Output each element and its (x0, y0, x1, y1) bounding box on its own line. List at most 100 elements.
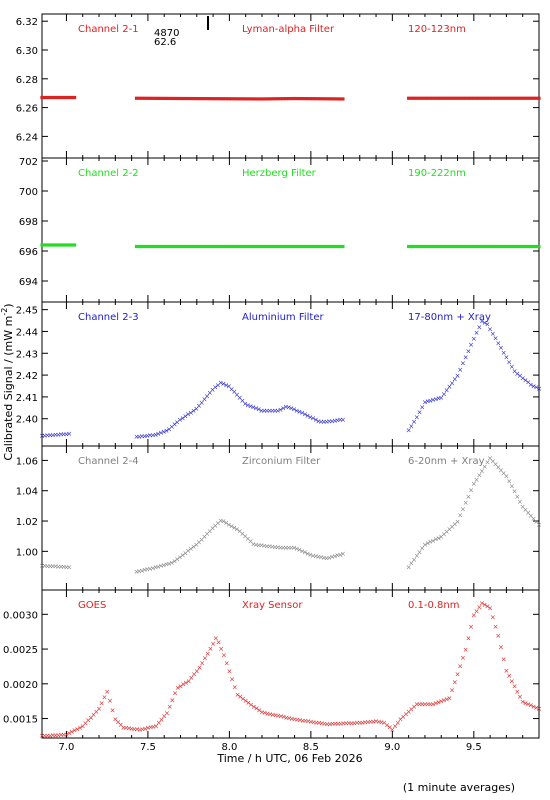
data-point: × (248, 701, 254, 709)
data-point: × (177, 553, 183, 561)
data-point: × (449, 687, 455, 695)
data-point: × (155, 430, 161, 438)
data-point: × (188, 674, 194, 682)
panel-frame (41, 13, 540, 159)
data-point: × (144, 566, 150, 574)
data-point (64, 95, 69, 100)
data-point (238, 244, 242, 249)
data-point: × (218, 379, 224, 387)
data-point (286, 244, 291, 249)
data-point (466, 96, 470, 100)
data-point: × (438, 533, 444, 541)
data-point: × (329, 553, 335, 561)
data-point: × (389, 726, 395, 734)
data-point: × (242, 400, 248, 408)
data-point: × (202, 655, 208, 663)
data-point: × (482, 463, 488, 471)
data-point (464, 96, 468, 100)
data-point: × (199, 399, 205, 407)
data-point (148, 244, 152, 249)
data-point: × (493, 460, 499, 468)
data-point (521, 244, 525, 249)
data-point (172, 96, 177, 101)
data-point: × (419, 545, 425, 553)
data-point: × (419, 700, 425, 708)
data-point (407, 244, 411, 249)
data-point (216, 244, 220, 249)
data-point (333, 244, 337, 249)
data-point (137, 96, 141, 100)
panel-frame (41, 301, 540, 447)
data-point: × (330, 720, 336, 728)
data-point (164, 244, 168, 249)
data-point (461, 244, 465, 249)
data-point: × (528, 381, 534, 389)
data-point (172, 244, 177, 249)
data-point (507, 244, 511, 249)
data-point: × (482, 601, 488, 609)
data-point: × (531, 703, 537, 711)
data-point: × (267, 543, 273, 551)
data-point: × (283, 714, 289, 722)
data-point: × (197, 664, 203, 672)
data-point: × (169, 696, 175, 704)
filter-label: Xray Sensor (242, 600, 303, 611)
data-point: × (161, 428, 167, 436)
data-point (499, 96, 503, 100)
data-point: × (346, 719, 352, 727)
data-point: × (161, 713, 167, 721)
data-point: × (520, 698, 526, 706)
data-point (246, 244, 250, 249)
data-point (240, 97, 245, 101)
data-point (308, 244, 312, 249)
data-point: × (436, 534, 442, 542)
band-label: 17-80nm + Xray (408, 312, 491, 323)
panel-1: 6.24 6.26 6.28 6.30 6.32 Channel 2-1 Lyman-alp… (16, 13, 541, 159)
data-point: × (533, 704, 539, 712)
data-point (502, 96, 506, 100)
data-point: × (427, 700, 433, 708)
data-point: × (373, 718, 379, 726)
data-point: × (72, 727, 78, 735)
data-point: × (351, 719, 357, 727)
data-point (254, 97, 258, 101)
data-point (507, 96, 511, 100)
data-point (240, 244, 245, 249)
data-point (45, 243, 50, 247)
data-point (153, 96, 158, 100)
data-point: × (231, 388, 237, 396)
data-point: × (493, 623, 499, 631)
data-point: × (329, 417, 335, 425)
data-point: × (39, 432, 45, 440)
data-point: × (253, 405, 259, 413)
data-point: × (237, 528, 243, 536)
data-point: × (264, 542, 270, 550)
data-point (322, 97, 326, 101)
data-point: × (191, 543, 197, 551)
data-point: × (406, 708, 412, 716)
data-point: × (220, 518, 226, 526)
data-point: × (484, 459, 490, 467)
data-point: × (216, 639, 222, 647)
data-point (67, 95, 71, 100)
data-point: × (183, 679, 189, 687)
data-point (273, 97, 277, 101)
data-point (474, 96, 479, 100)
data-point (415, 96, 419, 100)
data-point (140, 244, 144, 249)
data-point (447, 96, 451, 100)
data-point (178, 244, 182, 249)
data-point: × (441, 697, 447, 705)
data-point: × (457, 662, 463, 670)
data-point: × (286, 714, 292, 722)
data-point: × (398, 716, 404, 724)
data-point: × (307, 413, 313, 421)
data-point (417, 244, 422, 249)
data-point: × (422, 541, 428, 549)
data-point (259, 244, 264, 249)
data-point: × (88, 714, 94, 722)
data-point: × (414, 414, 420, 422)
data-point (167, 244, 171, 249)
data-point: × (384, 721, 390, 729)
data-point: × (226, 667, 232, 675)
